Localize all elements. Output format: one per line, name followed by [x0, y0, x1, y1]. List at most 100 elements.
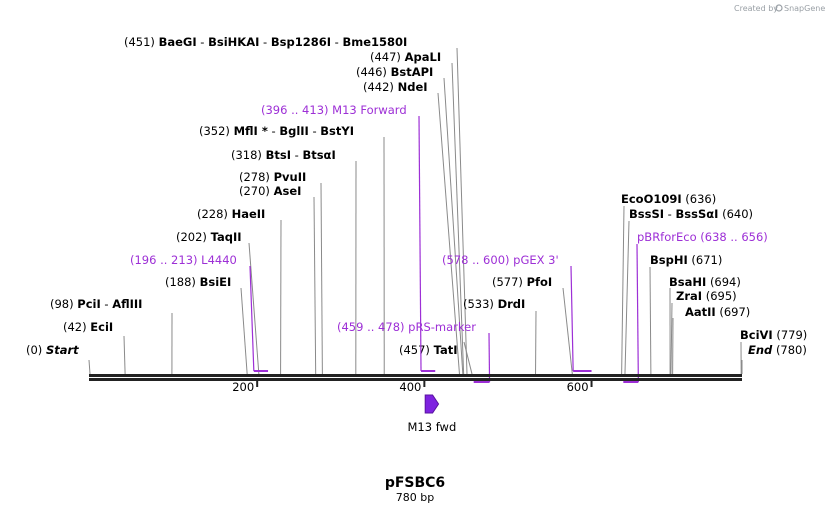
primer-label-pgex-3[interactable]: (578 .. 600) pGEX 3': [442, 253, 559, 267]
connector-zrai: [670, 302, 673, 375]
site-label-haeii[interactable]: (228) HaeII: [197, 207, 265, 221]
ruler-tick-label: 200: [232, 380, 254, 394]
primer-name: pBRforEco: [637, 230, 697, 244]
site-bsiei[interactable]: (188) BsiEI: [165, 275, 231, 289]
site-ecoo109i[interactable]: EcoO109I (636): [621, 192, 716, 206]
site-zrai[interactable]: ZraI (695): [676, 289, 737, 303]
primer-m13-forward[interactable]: (396 .. 413) M13 Forward: [261, 103, 436, 372]
site-end[interactable]: End (780): [748, 343, 807, 357]
site-label-btsi[interactable]: (318) BtsI - BtsαI: [231, 148, 336, 162]
primer-range: (459 .. 478): [337, 320, 405, 334]
primer-label-pbrforeco[interactable]: pBRforEco (638 .. 656): [637, 230, 768, 244]
primer-range: (196 .. 213): [130, 253, 198, 267]
site-label-ndei[interactable]: (442) NdeI: [363, 80, 428, 94]
primer-connector: [249, 265, 255, 372]
site-label-pfoi[interactable]: (577) PfoI: [492, 275, 552, 289]
site-label-drdi[interactable]: (533) DrdI: [463, 297, 525, 311]
site-bsahi[interactable]: BsaHI (694): [669, 275, 741, 289]
site-bcivi[interactable]: BciVI (779): [740, 328, 807, 342]
site-name: TatI: [434, 343, 458, 357]
site-label-bsahi[interactable]: BsaHI (694): [669, 275, 741, 289]
site-haeii[interactable]: (228) HaeII: [197, 207, 265, 221]
site-pfoi[interactable]: (577) PfoI: [492, 275, 552, 289]
site-drdi[interactable]: (533) DrdI: [463, 297, 525, 311]
site-position: (697): [719, 305, 750, 319]
site-position: (228): [197, 207, 228, 221]
connector-tati: [463, 341, 473, 375]
primer-label-l4440[interactable]: (196 .. 213) L4440: [130, 253, 237, 267]
site-position: (533): [463, 297, 494, 311]
site-label-end[interactable]: End (780): [748, 343, 807, 357]
site-tati[interactable]: (457) TatI: [399, 343, 458, 357]
primer-prs-marker[interactable]: (459 .. 478) pRS-marker: [337, 320, 491, 383]
site-label-bcivi[interactable]: BciVI (779): [740, 328, 807, 342]
primer-l4440[interactable]: (196 .. 213) L4440: [130, 253, 269, 372]
site-asei[interactable]: (270) AseI: [239, 184, 301, 198]
site-apali[interactable]: (447) ApaLI: [370, 50, 441, 64]
connector-baegi: [456, 47, 468, 375]
site-pcii[interactable]: (98) PciI - AflIII: [50, 297, 142, 311]
primer-label-prs-marker[interactable]: (459 .. 478) pRS-marker: [337, 320, 476, 334]
site-bsssi[interactable]: BssSI - BssSαI (640): [629, 207, 753, 221]
primer-pbrforeco[interactable]: pBRforEco (638 .. 656): [623, 230, 768, 383]
site-name: MflI *: [234, 124, 268, 138]
site-label-tati[interactable]: (457) TatI: [399, 343, 458, 357]
site-btsi[interactable]: (318) BtsI - BtsαI: [231, 148, 336, 162]
site-position: (98): [50, 297, 74, 311]
site-label-bsssi[interactable]: BssSI - BssSαI (640): [629, 207, 753, 221]
site-connector-lines: [88, 47, 743, 375]
site-label-asei[interactable]: (270) AseI: [239, 184, 301, 198]
backbone-top-strand: [89, 374, 742, 377]
site-label-bstapi[interactable]: (446) BstAPI: [356, 65, 433, 79]
snapgene-watermark: Created by SnapGene: [734, 4, 825, 13]
site-label-bsphi[interactable]: BspHI (671): [650, 253, 722, 267]
primer-label-m13-forward[interactable]: (396 .. 413) M13 Forward: [261, 103, 407, 117]
site-mfli[interactable]: (352) MflI * - BglII - BstYI: [199, 124, 354, 138]
site-name: BssSI: [629, 207, 664, 221]
m13-fwd-arrow[interactable]: [424, 394, 440, 414]
site-name: HaeII: [232, 207, 266, 221]
site-position: (780): [776, 343, 807, 357]
name-separator: -: [268, 124, 279, 138]
site-position: (695): [706, 289, 737, 303]
site-label-bsiei[interactable]: (188) BsiEI: [165, 275, 231, 289]
site-position: (0): [26, 343, 42, 357]
site-label-ecii[interactable]: (42) EciI: [63, 320, 113, 334]
site-position: (694): [710, 275, 741, 289]
site-ecii[interactable]: (42) EciI: [63, 320, 113, 334]
site-label-taqii[interactable]: (202) TaqII: [176, 230, 242, 244]
site-name: BtsI: [266, 148, 291, 162]
site-name: BsaHI: [669, 275, 706, 289]
site-name: PciI: [77, 297, 100, 311]
site-name: BtsαI: [302, 148, 335, 162]
site-name: BstAPI: [391, 65, 434, 79]
connector-pvuii: [320, 182, 323, 375]
site-name: BspHI: [650, 253, 688, 267]
primer-pgex-3[interactable]: (578 .. 600) pGEX 3': [442, 253, 592, 372]
site-pvuii[interactable]: (278) PvuII: [239, 170, 306, 184]
site-position: (442): [363, 80, 394, 94]
site-name: DrdI: [498, 297, 526, 311]
site-label-apali[interactable]: (447) ApaLI: [370, 50, 441, 64]
connector-pfoi: [562, 287, 573, 375]
site-bsphi[interactable]: BspHI (671): [650, 253, 722, 267]
site-name: BglII: [279, 124, 309, 138]
site-baegi[interactable]: (451) BaeGI - BsiHKAI - Bsp1286I - Bme15…: [124, 35, 407, 49]
site-label-aatii[interactable]: AatII (697): [685, 305, 750, 319]
site-label-baegi[interactable]: (451) BaeGI - BsiHKAI - Bsp1286I - Bme15…: [124, 35, 407, 49]
plasmid-name: pFSBC6: [385, 475, 445, 491]
name-separator: -: [291, 148, 302, 162]
site-label-zrai[interactable]: ZraI (695): [676, 289, 737, 303]
site-label-start[interactable]: (0) Start: [26, 343, 79, 357]
site-ndei[interactable]: (442) NdeI: [363, 80, 428, 94]
feature-m13-fwd[interactable]: M13 fwd: [407, 394, 456, 434]
site-label-pvuii[interactable]: (278) PvuII: [239, 170, 306, 184]
site-label-pcii[interactable]: (98) PciI - AflIII: [50, 297, 142, 311]
connector-bsssi: [624, 220, 630, 375]
site-start[interactable]: (0) Start: [26, 343, 79, 357]
site-bstapi[interactable]: (446) BstAPI: [356, 65, 433, 79]
site-aatii[interactable]: AatII (697): [685, 305, 750, 319]
site-label-ecoo109i[interactable]: EcoO109I (636): [621, 192, 716, 206]
site-label-mfli[interactable]: (352) MflI * - BglII - BstYI: [199, 124, 354, 138]
site-taqii[interactable]: (202) TaqII: [176, 230, 242, 244]
